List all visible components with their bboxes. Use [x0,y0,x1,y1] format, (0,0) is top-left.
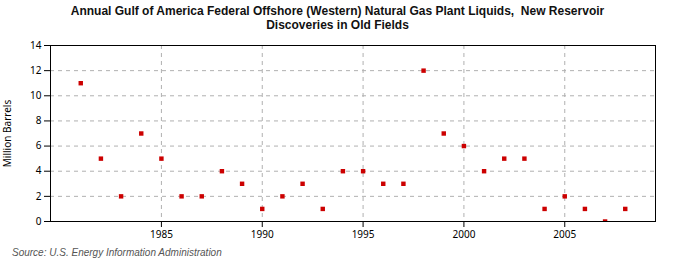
svg-text:0: 0 [36,213,42,227]
svg-text:Million Barrels: Million Barrels [0,99,14,167]
svg-text:1990: 1990 [251,226,274,240]
svg-text:10: 10 [30,88,42,102]
svg-text:14: 14 [30,37,42,51]
html-text:Source: U.S. Energy Informatio: Source: U.S. Energy Information Administ… [12,246,222,258]
svg-text:6: 6 [36,138,42,152]
svg-text:4: 4 [36,163,42,177]
svg-text:2: 2 [36,188,42,202]
svg-text:2005: 2005 [553,226,576,240]
svg-text:2000: 2000 [452,226,475,240]
svg-text:1985: 1985 [150,226,173,240]
svg-text:8: 8 [36,113,42,127]
svg-text:12: 12 [30,63,42,77]
html-text:Annual Gulf of America Federal: Annual Gulf of America Federal Offshore … [70,4,605,33]
svg-text:1995: 1995 [352,226,375,240]
